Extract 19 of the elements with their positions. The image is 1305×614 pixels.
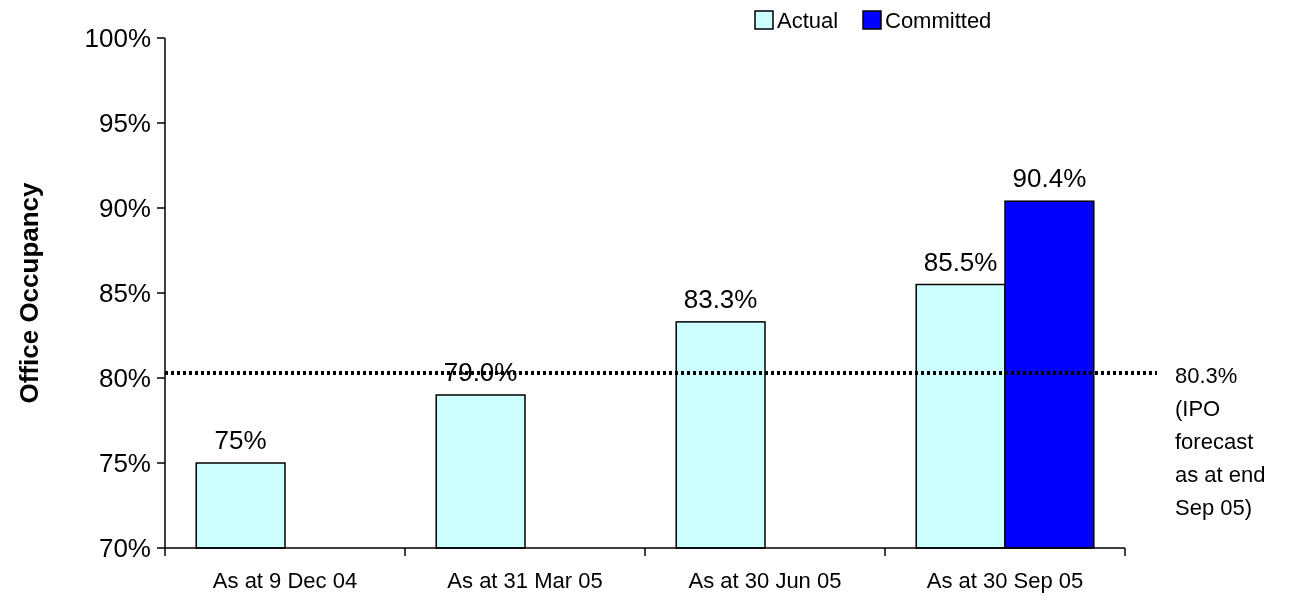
y-tick-label: 75% [98,448,151,479]
x-tick-label: As at 30 Sep 05 [926,568,1084,593]
data-label: 83.3% [683,283,758,314]
y-tick-label: 85% [98,278,151,309]
y-tick-label: 95% [98,108,151,139]
y-tick-label: 90% [98,193,151,224]
y-tick-label: 70% [98,533,151,564]
y-tick-label: 100% [84,23,151,54]
x-tick-label: As at 31 Mar 05 [447,568,603,593]
legend-label: Committed [885,7,992,33]
x-tick-label: As at 9 Dec 04 [212,568,358,593]
data-label: 90.4% [1012,163,1087,194]
ref-line-label: 80.3% (IPO forecast as at end Sep 05) [1175,362,1266,520]
data-label: 85.5% [923,246,998,277]
y-axis-title: Office Occupancy [14,181,44,404]
x-tick-label: As at 30 Jun 05 [688,568,842,593]
y-tick-label: 80% [98,363,151,394]
legend-label: Actual [777,7,839,33]
data-label: 75% [214,425,267,455]
